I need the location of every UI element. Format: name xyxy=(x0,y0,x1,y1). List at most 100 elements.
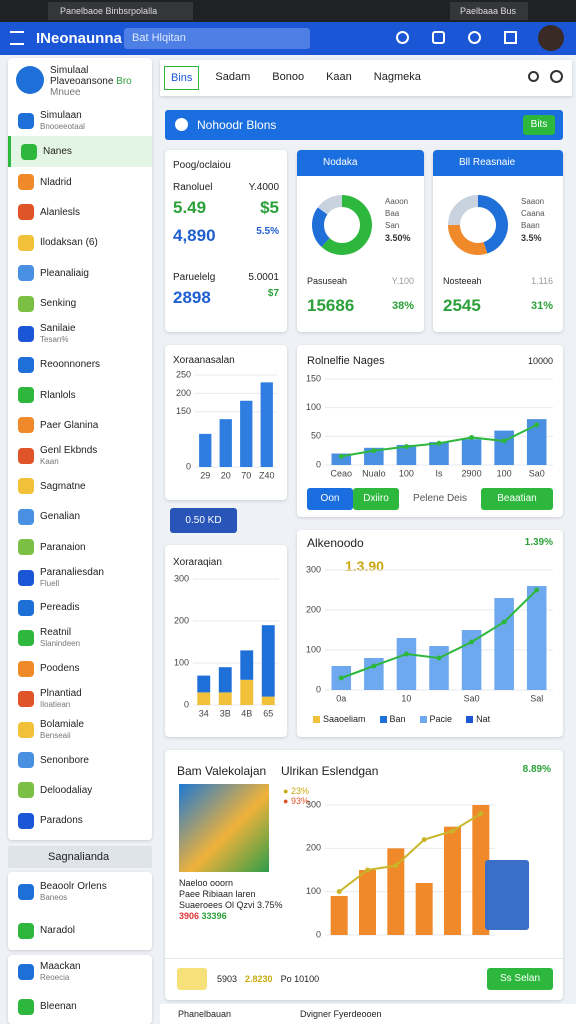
bar xyxy=(197,675,211,693)
nav-icon xyxy=(18,883,34,900)
card-title: Rolnelfie Nages xyxy=(307,355,385,367)
x-tick-label: Nualo xyxy=(362,468,386,478)
tab[interactable]: Sadam xyxy=(215,71,251,83)
point xyxy=(436,655,442,661)
tab[interactable]: Nagmeka xyxy=(373,71,421,83)
icon[interactable] xyxy=(396,31,409,44)
nav-item[interactable]: Poodens xyxy=(8,654,152,684)
nav-label: Paranaion xyxy=(40,541,86,553)
nav-item[interactable]: Deloodaliay xyxy=(8,775,152,805)
nav-item[interactable]: Genl Ekbnds Kaan xyxy=(8,441,152,471)
nav-item[interactable]: Paer Glanina xyxy=(8,410,152,440)
y-tick-label: 100 xyxy=(306,402,321,412)
icon[interactable] xyxy=(504,31,517,44)
legend-item: ● 23% xyxy=(283,786,309,796)
nav-item[interactable]: Pleanaliaig xyxy=(8,258,152,288)
card-title: Xoraanasalan xyxy=(173,355,235,366)
nav-item[interactable]: Reoonnoners xyxy=(8,349,152,379)
card-header: Nodaka xyxy=(297,150,424,176)
x-tick-label: 29 xyxy=(200,470,210,480)
button[interactable]: Pelene Deis xyxy=(413,493,467,504)
y-tick-label: 0 xyxy=(186,461,191,471)
nav-item[interactable]: Sagmatne xyxy=(8,471,152,501)
nav-icon xyxy=(18,387,34,403)
nav-list: Maackan Reoecia Bleenan xyxy=(8,955,152,1024)
nav-icon xyxy=(18,630,34,647)
nav-icon xyxy=(18,752,34,769)
x-tick-label: 100 xyxy=(497,468,512,478)
y-tick-label: 300 xyxy=(306,564,321,574)
tab[interactable]: Paelbaaa Bus xyxy=(450,2,528,20)
image xyxy=(179,784,269,872)
details: Naeloo ooorn Paee Ribiaan laren Suaeroee… xyxy=(179,878,283,922)
logo xyxy=(16,66,44,94)
nav-item[interactable]: Alanlesls xyxy=(8,197,152,227)
nav-item[interactable]: Paranaliesdan Fluell xyxy=(8,562,152,592)
point xyxy=(421,837,427,843)
legend: ● 23% ● 93% xyxy=(283,786,309,806)
avatar[interactable] xyxy=(538,25,564,51)
tab[interactable]: Bonoo xyxy=(272,71,305,83)
nav-item[interactable]: Paradons xyxy=(8,806,152,836)
text: Po 10100 xyxy=(280,974,320,984)
nav-item[interactable]: Naradol xyxy=(8,911,152,950)
nav-label: Pereadis xyxy=(40,602,80,614)
nav-item[interactable]: Simulaan Bnooeeotaal xyxy=(8,106,152,136)
icon[interactable] xyxy=(432,31,445,44)
nav-item[interactable]: Beaoolr Orlens Baneos xyxy=(8,872,152,911)
clock-icon[interactable] xyxy=(550,70,563,83)
nav-item[interactable]: Rlanlols xyxy=(8,380,152,410)
nav-text: Senonbore xyxy=(40,755,89,766)
nav-item[interactable]: Paranaion xyxy=(8,532,152,562)
x-tick-label: Sal xyxy=(530,693,543,703)
button[interactable]: Beaatian xyxy=(481,488,553,510)
status-text: Dvigner Fyerdeooen xyxy=(300,1009,382,1019)
value: 2898 xyxy=(173,288,211,307)
nav-item[interactable]: Maackan Reoecia xyxy=(8,955,152,990)
nav-item[interactable]: Sanilaie Tesan% xyxy=(8,319,152,349)
value: $5 xyxy=(260,198,279,217)
nav-item[interactable]: Reatnil Slanindeen xyxy=(8,623,152,653)
trend-card: Rolnelfie Nages 10000 0 50 100 150 Ceao Nualo… xyxy=(297,345,563,517)
tab[interactable]: Panelbaoe Binbsrpolalla xyxy=(48,2,193,20)
bar xyxy=(526,419,547,465)
banner-button[interactable]: Bits xyxy=(523,115,555,135)
donut-segment xyxy=(321,195,372,255)
tab[interactable]: Kaan xyxy=(326,71,352,83)
nav-text: Nanes xyxy=(43,146,72,157)
search-box[interactable]: Bat Hlqitan xyxy=(124,28,310,49)
card-change: 1.39% xyxy=(524,537,553,548)
donut-segment xyxy=(477,195,508,254)
line xyxy=(338,812,482,893)
nav-item[interactable]: Senking xyxy=(8,289,152,319)
text: Plaveoansone xyxy=(50,76,114,87)
nav-item[interactable]: Pereadis xyxy=(8,593,152,623)
nav-item[interactable]: Senonbore xyxy=(8,745,152,775)
value: 5.5% xyxy=(256,226,279,237)
nav-item[interactable]: Genalian xyxy=(8,501,152,531)
button[interactable]: Oon xyxy=(307,488,353,510)
card-title: Xoraraqian xyxy=(173,557,222,568)
browser-bar: Panelbaoe Binbsrpolalla Paelbaaa Bus xyxy=(0,0,576,22)
stats: Ranoluel Y.4000 5.49 $5 4,890 5.5% Paruelel… xyxy=(173,182,279,316)
value: 1.116 xyxy=(531,276,553,286)
x-tick-label: Is xyxy=(435,468,443,478)
point xyxy=(469,639,475,645)
nav-item[interactable]: Bleenan xyxy=(8,990,152,1024)
tab[interactable]: Bins xyxy=(164,66,200,90)
search-icon[interactable] xyxy=(528,71,539,82)
card-title: Nodaka xyxy=(323,157,358,168)
nav-item[interactable]: Plnantiad Iloatiean xyxy=(8,684,152,714)
button[interactable]: 0.50 KD xyxy=(170,508,237,533)
profile-subtitle: Plaveoansone Bro xyxy=(50,76,132,87)
button[interactable]: Dxiiro xyxy=(353,488,399,510)
menu-icon[interactable] xyxy=(10,31,24,45)
nav-item[interactable]: Nladrid xyxy=(8,167,152,197)
icon[interactable] xyxy=(468,31,481,44)
nav-item[interactable]: Nanes xyxy=(8,136,152,167)
nav-label: Pleanaliaig xyxy=(40,267,89,279)
nav-item[interactable]: Ilodaksan (6) xyxy=(8,228,152,258)
app-title: INeonaunna xyxy=(36,30,122,47)
button[interactable]: Ss Selan xyxy=(487,968,553,990)
nav-item[interactable]: Bolamiale Benseaii xyxy=(8,714,152,744)
